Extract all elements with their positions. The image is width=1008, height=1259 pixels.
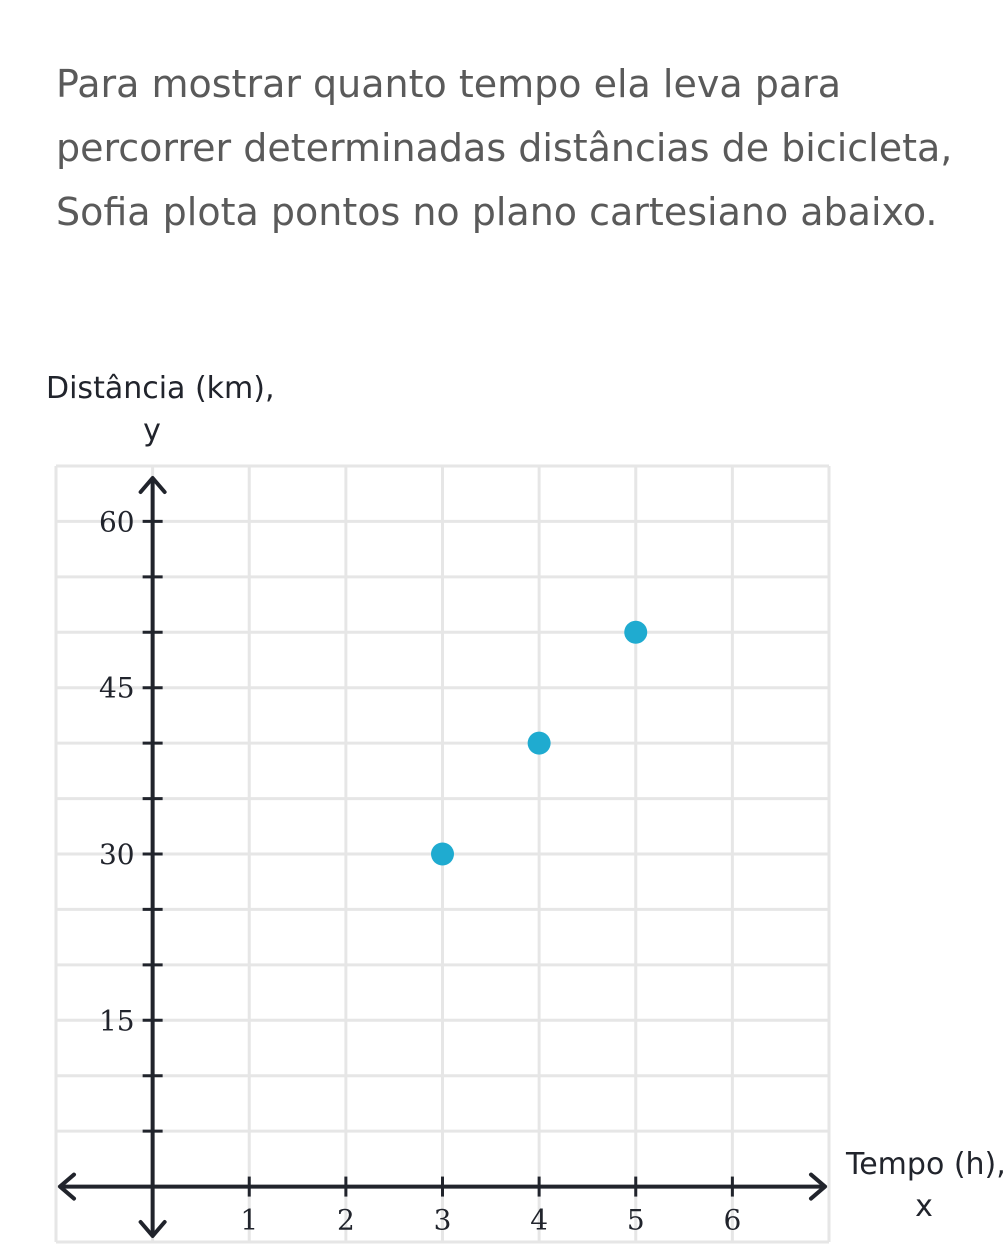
- x-axis-variable: x: [915, 1189, 933, 1224]
- y-axis-arrow-top: [138, 476, 167, 494]
- x-tick-label: 3: [434, 1204, 452, 1237]
- question-line-1: Para mostrar quanto tempo ela leva para: [56, 62, 842, 106]
- x-tick-label: 6: [723, 1204, 741, 1237]
- x-tick-label: 1: [240, 1204, 258, 1237]
- y-axis-arrow-bottom: [138, 1220, 167, 1238]
- y-tick-label: 15: [99, 1004, 135, 1037]
- y-axis-label: Distância (km),: [46, 371, 275, 406]
- data-point: [431, 842, 454, 866]
- y-tick-label: 30: [99, 838, 135, 871]
- x-axis-arrow-right: [809, 1172, 827, 1201]
- x-tick-label: 2: [337, 1204, 355, 1237]
- y-tick-label: 45: [99, 672, 135, 705]
- data-point: [624, 620, 648, 644]
- data-point: [527, 731, 551, 755]
- x-tick-label: 5: [627, 1204, 645, 1237]
- x-axis-label: Tempo (h),: [845, 1147, 1006, 1182]
- x-axis-arrow-left: [58, 1172, 76, 1201]
- ticks: [142, 519, 734, 1197]
- y-axis-variable: y: [143, 413, 161, 448]
- y-tick-label: 60: [99, 505, 135, 538]
- x-tick-label: 4: [530, 1204, 548, 1237]
- question-text: Para mostrar quanto tempo ela leva para …: [56, 52, 986, 244]
- question-line-2: percorrer determinadas distâncias de bic…: [56, 126, 953, 170]
- data-points: [431, 620, 648, 866]
- question-line-3: Sofia plota pontos no plano cartesiano a…: [56, 190, 938, 234]
